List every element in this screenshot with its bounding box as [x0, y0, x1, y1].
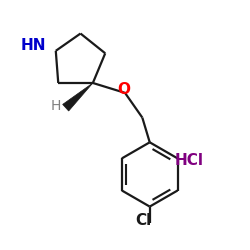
Polygon shape: [63, 83, 93, 111]
Text: O: O: [117, 82, 130, 97]
Text: HN: HN: [21, 38, 46, 54]
Text: Cl: Cl: [136, 213, 152, 228]
Text: HCl: HCl: [175, 153, 204, 168]
Text: H: H: [50, 100, 61, 114]
